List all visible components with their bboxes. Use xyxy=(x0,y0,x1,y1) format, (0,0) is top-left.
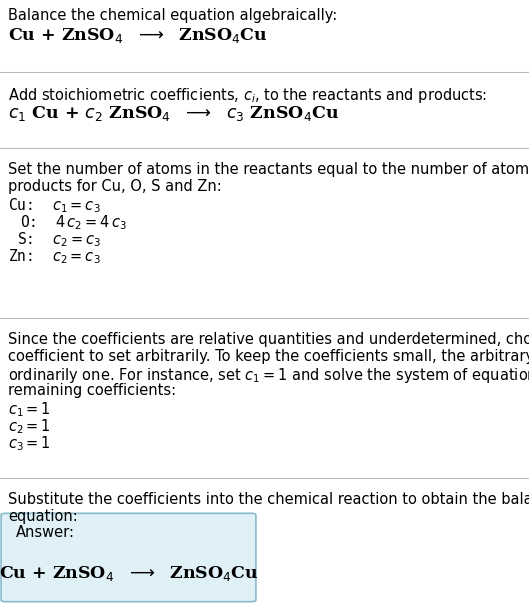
Text: Add stoichiometric coefficients, $c_i$, to the reactants and products:: Add stoichiometric coefficients, $c_i$, … xyxy=(8,86,487,105)
Text: $c_3 = 1$: $c_3 = 1$ xyxy=(8,434,51,453)
Text: Cu + ZnSO$_4$  $\longrightarrow$  ZnSO$_4$Cu: Cu + ZnSO$_4$ $\longrightarrow$ ZnSO$_4$… xyxy=(8,26,268,45)
Text: remaining coefficients:: remaining coefficients: xyxy=(8,383,176,398)
Text: $c_1 = 1$: $c_1 = 1$ xyxy=(8,400,51,419)
Text: Balance the chemical equation algebraically:: Balance the chemical equation algebraica… xyxy=(8,8,338,23)
Text: $c_2 = 1$: $c_2 = 1$ xyxy=(8,417,51,436)
Text: S:  $c_2 = c_3$: S: $c_2 = c_3$ xyxy=(17,230,101,249)
Text: Set the number of atoms in the reactants equal to the number of atoms in the: Set the number of atoms in the reactants… xyxy=(8,162,529,177)
Text: Cu + ZnSO$_4$  $\longrightarrow$  ZnSO$_4$Cu: Cu + ZnSO$_4$ $\longrightarrow$ ZnSO$_4$… xyxy=(0,565,258,583)
Text: ordinarily one. For instance, set $c_1 = 1$ and solve the system of equations fo: ordinarily one. For instance, set $c_1 =… xyxy=(8,366,529,385)
Text: equation:: equation: xyxy=(8,509,78,524)
Text: O:  $4\,c_2 = 4\,c_3$: O: $4\,c_2 = 4\,c_3$ xyxy=(20,213,127,232)
Text: Answer:: Answer: xyxy=(16,525,75,540)
Text: coefficient to set arbitrarily. To keep the coefficients small, the arbitrary va: coefficient to set arbitrarily. To keep … xyxy=(8,349,529,364)
Text: Since the coefficients are relative quantities and underdetermined, choose a: Since the coefficients are relative quan… xyxy=(8,332,529,347)
Text: $c_1$ Cu + $c_2$ ZnSO$_4$  $\longrightarrow$  $c_3$ ZnSO$_4$Cu: $c_1$ Cu + $c_2$ ZnSO$_4$ $\longrightarr… xyxy=(8,104,339,123)
Text: Zn:  $c_2 = c_3$: Zn: $c_2 = c_3$ xyxy=(8,247,101,266)
Text: products for Cu, O, S and Zn:: products for Cu, O, S and Zn: xyxy=(8,179,222,194)
FancyBboxPatch shape xyxy=(1,514,256,602)
Text: Substitute the coefficients into the chemical reaction to obtain the balanced: Substitute the coefficients into the che… xyxy=(8,492,529,507)
Text: Cu:  $c_1 = c_3$: Cu: $c_1 = c_3$ xyxy=(8,196,101,215)
